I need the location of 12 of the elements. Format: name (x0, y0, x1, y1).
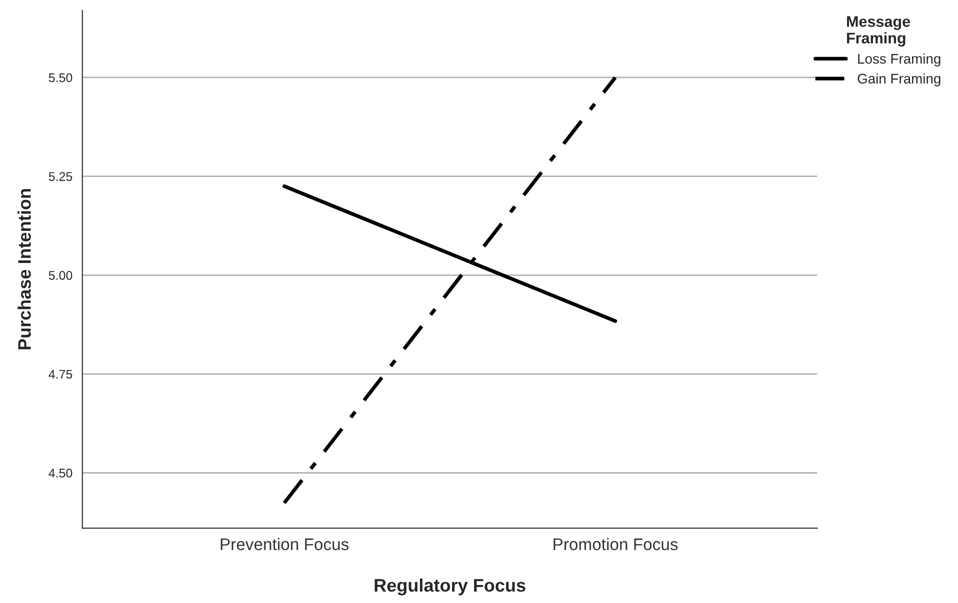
x-tick-label: Promotion Focus (554, 538, 678, 550)
legend-label: Loss Framing (858, 54, 940, 66)
y-axis-title: Purchase Intention (18, 189, 31, 350)
legend-title: Message Framing (847, 16, 910, 47)
y-tick-label: 5.00 (48, 270, 72, 280)
legend-label: Gain Framing (858, 73, 940, 86)
x-tick-label: Prevention Focus (220, 538, 349, 550)
y-tick-label: 4.50 (48, 468, 72, 478)
y-tick-label: 4.75 (48, 370, 72, 379)
x-axis-title: Regulatory Focus (374, 578, 526, 596)
y-tick-label: 5.50 (48, 73, 72, 82)
y-tick-label: 5.25 (48, 172, 72, 181)
